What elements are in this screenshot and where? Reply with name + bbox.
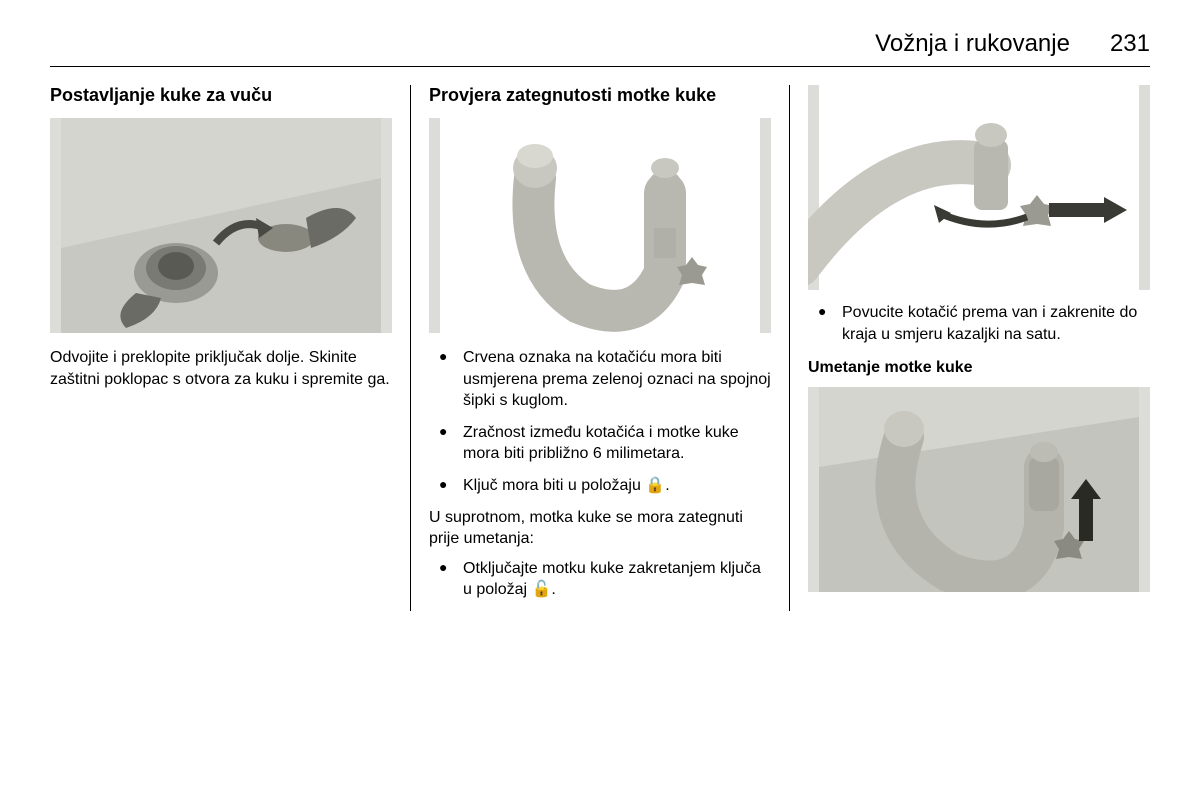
- column-3: Povucite kotačić prema van i zakrenite d…: [790, 85, 1150, 611]
- col2-bullets-2: Otključajte motku kuke zakretanjem ključ…: [429, 558, 771, 601]
- page-header: Vožnja i rukovanje 231: [50, 30, 1150, 67]
- col3-title: Umetanje motke kuke: [808, 359, 1150, 377]
- content-columns: Postavljanje kuke za vuču Odvojite i pre…: [50, 85, 1150, 611]
- col2-paragraph: U suprotnom, motka kuke se mora zategnut…: [429, 507, 771, 550]
- ball-bar-illustration: [429, 118, 771, 333]
- col2-title: Provjera zategnutosti motke kuke: [429, 85, 771, 106]
- rotary-knob-illustration: [808, 85, 1150, 290]
- col2-bullet-3: Ključ mora biti u položaju 🔒.: [429, 475, 771, 497]
- col1-paragraph: Odvojite i preklopite priključak dolje. …: [50, 347, 392, 390]
- col3-image-1: [808, 85, 1150, 290]
- column-2: Provjera zategnutosti motke kuke Crvena …: [410, 85, 790, 611]
- col3-bullet-1: Povucite kotačić prema van i zakrenite d…: [808, 302, 1150, 345]
- insert-ball-bar-illustration: [808, 387, 1150, 592]
- column-1: Postavljanje kuke za vuču Odvojite i pre…: [50, 85, 410, 611]
- col3-image-2: [808, 387, 1150, 592]
- col3-bullets: Povucite kotačić prema van i zakrenite d…: [808, 302, 1150, 345]
- col2-bullet-2: Zračnost između kotačića i motke kuke mo…: [429, 422, 771, 465]
- connector-cover-illustration: [50, 118, 392, 333]
- page-number: 231: [1110, 30, 1150, 58]
- chapter-title: Vožnja i rukovanje: [875, 30, 1070, 58]
- col2-bullet-1: Crvena oznaka na kotačiću mora biti usmj…: [429, 347, 771, 412]
- col1-title: Postavljanje kuke za vuču: [50, 85, 392, 106]
- col1-image: [50, 118, 392, 333]
- col2-image: [429, 118, 771, 333]
- col2-bullets: Crvena oznaka na kotačiću mora biti usmj…: [429, 347, 771, 497]
- col2-bullet2-1: Otključajte motku kuke zakretanjem ključ…: [429, 558, 771, 601]
